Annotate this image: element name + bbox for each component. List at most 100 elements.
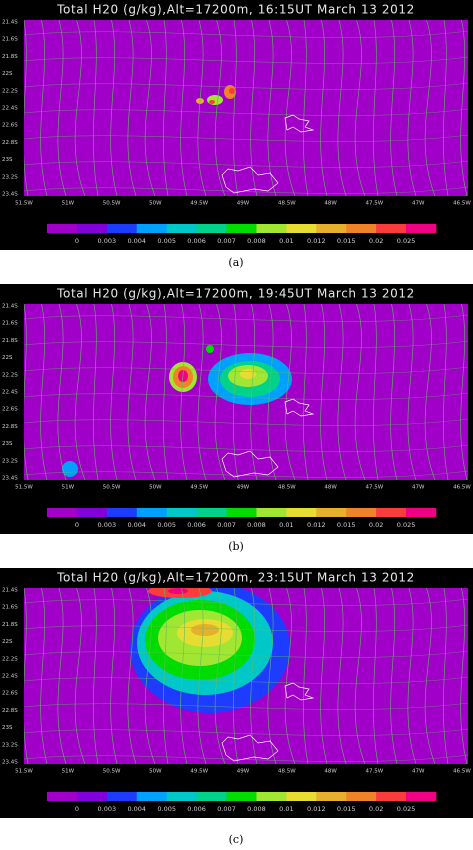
lat-tick-label: 23S <box>2 725 13 731</box>
colorbar-label: 0.006 <box>187 805 206 813</box>
lon-tick-label: 50.5W <box>103 485 121 491</box>
lat-tick-label: 22.4S <box>2 674 18 680</box>
lon-tick-label: 51.5W <box>15 201 33 207</box>
colorbar-label: 0.008 <box>247 237 266 245</box>
streamline <box>93 304 99 480</box>
lon-tick-label: 49W <box>237 201 250 207</box>
lon-tick-label: 47W <box>412 769 425 775</box>
colorbar-swatch <box>47 792 78 801</box>
water-vapor-field <box>62 461 78 477</box>
streamline <box>93 588 99 764</box>
water-vapor-field <box>168 588 188 594</box>
lat-tick-label: 22.6S <box>2 691 18 697</box>
streamline <box>460 304 468 480</box>
water-vapor-field <box>229 88 235 94</box>
streamline <box>74 20 86 196</box>
lat-tick-label: 22.8S <box>2 708 18 714</box>
lon-tick-label: 48W <box>324 485 337 491</box>
colorbar-label: 0.025 <box>397 521 416 529</box>
colorbar-label: 0.02 <box>369 805 383 813</box>
lat-tick-label: 22.4S <box>2 390 18 396</box>
lon-tick-label: 50W <box>149 769 162 775</box>
streamline <box>74 304 86 480</box>
colorbar-swatch <box>106 508 138 517</box>
colorbar-swatch <box>346 224 377 233</box>
streamline <box>303 20 309 196</box>
streamline <box>93 20 99 196</box>
streamline <box>144 304 156 480</box>
streamline <box>407 588 417 764</box>
streamline <box>407 20 417 196</box>
lat-tick-label: 21.6S <box>2 37 18 43</box>
panel: Total H20 (g/kg),Alt=17200m, 16:15UT Mar… <box>0 0 473 269</box>
colorbar-swatch <box>376 224 407 233</box>
streamline <box>390 588 398 764</box>
colorbar-swatch <box>346 508 377 517</box>
colorbar-label: 0.015 <box>337 237 356 245</box>
streamline <box>40 588 48 764</box>
colorbar-label: 0.003 <box>98 237 117 245</box>
streamline <box>233 304 239 480</box>
colorbar-swatch <box>256 792 287 801</box>
streamline <box>24 598 468 606</box>
colorbar-swatch <box>316 224 347 233</box>
colorbar-label: 0.008 <box>247 805 266 813</box>
colorbar-swatch <box>196 792 227 801</box>
colorbar-swatch <box>286 224 317 233</box>
panel-caption: (c) <box>229 833 244 846</box>
map-layer <box>24 304 468 480</box>
streamline <box>24 160 468 168</box>
streamline <box>267 588 277 764</box>
colorbar-swatch <box>376 508 407 517</box>
colorbar-label: 0.02 <box>369 521 383 529</box>
colorbar-label: 0.015 <box>337 521 356 529</box>
lat-tick-label: 23S <box>2 441 13 447</box>
colorbar-swatch <box>256 224 287 233</box>
streamline <box>373 304 379 480</box>
colorbar-label: 0.012 <box>307 805 326 813</box>
streamline <box>24 392 468 400</box>
colorbar-label: 0 <box>75 805 79 813</box>
streamline <box>24 754 468 762</box>
streamline <box>233 20 239 196</box>
lon-tick-label: 46.5W <box>453 485 471 491</box>
lat-tick-label: 22S <box>2 71 13 77</box>
map-layer <box>24 588 468 764</box>
lat-tick-label: 21.8S <box>2 622 18 628</box>
colorbar-swatch <box>346 792 377 801</box>
lon-tick-label: 51.5W <box>15 769 33 775</box>
colorbar-swatch <box>106 224 138 233</box>
streamline <box>110 304 118 480</box>
colorbar-swatch <box>226 508 257 517</box>
lat-tick-label: 21.8S <box>2 54 18 60</box>
streamline <box>267 20 277 196</box>
colorbar-swatch <box>166 508 197 517</box>
streamline <box>320 588 328 764</box>
streamline <box>24 444 468 452</box>
streamline <box>163 20 169 196</box>
water-vapor-field <box>191 624 219 636</box>
colorbar-label: 0.006 <box>187 521 206 529</box>
lat-tick-label: 23.2S <box>2 742 18 748</box>
streamline <box>24 134 468 142</box>
streamline <box>443 588 449 764</box>
streamline <box>180 588 188 764</box>
streamline <box>127 304 137 480</box>
streamline <box>180 304 188 480</box>
streamline <box>337 20 347 196</box>
streamline <box>354 588 366 764</box>
colorbar-label: 0.015 <box>337 805 356 813</box>
colorbar-swatch <box>136 508 167 517</box>
colorbar-swatch <box>196 508 227 517</box>
lon-tick-label: 48.5W <box>278 769 296 775</box>
colorbar-swatch <box>406 508 437 517</box>
colorbar-swatch <box>316 792 347 801</box>
streamline <box>424 304 436 480</box>
streamline <box>74 588 86 764</box>
colorbar-swatch <box>196 224 227 233</box>
streamline <box>320 304 328 480</box>
lon-tick-label: 47.5W <box>366 201 384 207</box>
lon-tick-label: 46.5W <box>453 201 471 207</box>
colorbar-label: 0.005 <box>157 237 176 245</box>
streamline <box>337 304 347 480</box>
